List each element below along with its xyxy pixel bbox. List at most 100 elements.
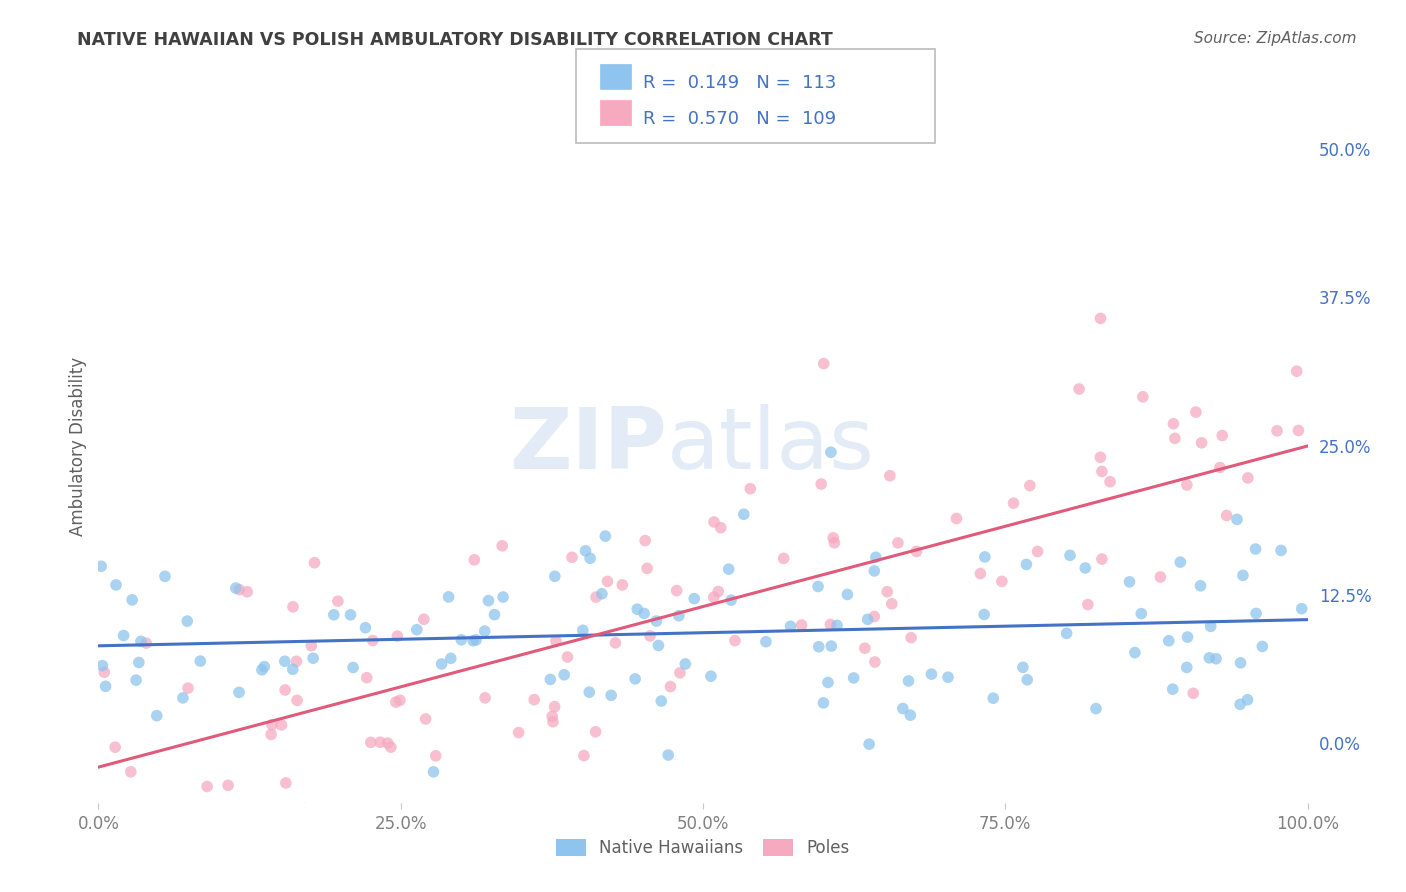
Point xyxy=(891,701,914,715)
Point xyxy=(463,553,485,567)
Text: NATIVE HAWAIIAN VS POLISH AMBULATORY DISABILITY CORRELATION CHART: NATIVE HAWAIIAN VS POLISH AMBULATORY DIS… xyxy=(77,31,834,49)
Point xyxy=(128,656,150,670)
Point xyxy=(585,724,607,739)
Point xyxy=(1236,692,1258,706)
Point xyxy=(250,663,273,677)
Point xyxy=(1090,450,1112,465)
Point xyxy=(1270,543,1292,558)
Point xyxy=(561,550,583,565)
Point xyxy=(633,607,655,621)
Point xyxy=(1285,364,1308,378)
Point xyxy=(477,593,499,607)
Point xyxy=(936,670,959,684)
Point xyxy=(544,569,567,583)
Point xyxy=(1237,471,1260,485)
Point xyxy=(177,681,200,695)
Point xyxy=(120,764,142,779)
Point xyxy=(285,654,308,668)
Point xyxy=(281,662,304,676)
Point xyxy=(134,880,156,892)
Point xyxy=(700,669,723,683)
Point xyxy=(820,617,842,632)
Point xyxy=(1018,478,1040,492)
Point xyxy=(121,592,143,607)
Point xyxy=(387,629,409,643)
Point xyxy=(104,740,127,755)
Point xyxy=(260,727,283,741)
Point xyxy=(772,551,794,566)
Point xyxy=(1229,656,1251,670)
Point xyxy=(779,619,801,633)
Point xyxy=(1017,673,1039,687)
Point xyxy=(710,521,733,535)
Point xyxy=(624,672,647,686)
Point xyxy=(492,590,515,604)
Point xyxy=(578,685,600,699)
Point xyxy=(1215,508,1237,523)
Point xyxy=(668,608,690,623)
Point xyxy=(253,659,276,673)
Point xyxy=(703,590,725,604)
Point xyxy=(790,618,813,632)
Point xyxy=(557,650,579,665)
Point xyxy=(858,737,880,751)
Point xyxy=(360,735,382,749)
Point xyxy=(1175,660,1198,674)
Point xyxy=(1209,460,1232,475)
Point xyxy=(388,693,411,707)
Point xyxy=(1177,630,1199,644)
Point xyxy=(225,581,247,595)
Point xyxy=(634,533,657,548)
Point xyxy=(853,641,876,656)
Point xyxy=(1182,686,1205,700)
Point xyxy=(724,633,747,648)
Point xyxy=(863,609,886,624)
Point xyxy=(669,665,692,680)
Point xyxy=(228,582,250,597)
Point xyxy=(1067,382,1090,396)
Point xyxy=(523,692,546,706)
Y-axis label: Ambulatory Disability: Ambulatory Disability xyxy=(69,357,87,535)
Point xyxy=(188,654,211,668)
Point xyxy=(437,590,460,604)
Point xyxy=(342,660,364,674)
Point xyxy=(1012,660,1035,674)
Point xyxy=(1229,698,1251,712)
Point xyxy=(270,718,292,732)
Point xyxy=(1161,682,1184,697)
Point xyxy=(703,515,725,529)
Point xyxy=(474,624,496,638)
Point xyxy=(1189,579,1212,593)
Point xyxy=(638,629,661,643)
Point xyxy=(1149,570,1171,584)
Point xyxy=(274,654,297,668)
Point xyxy=(626,602,648,616)
Point xyxy=(898,708,921,723)
Point xyxy=(430,657,453,671)
Point xyxy=(90,559,112,574)
Point xyxy=(538,673,561,687)
Point xyxy=(94,679,117,693)
Point xyxy=(876,584,898,599)
Point xyxy=(1091,552,1114,566)
Point xyxy=(356,671,378,685)
Point xyxy=(683,591,706,606)
Point xyxy=(856,612,879,626)
Point xyxy=(125,673,148,687)
Point xyxy=(973,549,995,564)
Point xyxy=(1251,640,1274,654)
Point xyxy=(368,735,391,749)
Point xyxy=(1090,311,1112,326)
Point xyxy=(1132,390,1154,404)
Point xyxy=(415,712,437,726)
Point xyxy=(112,628,135,642)
Point xyxy=(1175,478,1198,492)
Point xyxy=(217,778,239,792)
Point xyxy=(508,725,530,739)
Point xyxy=(981,691,1004,706)
Point xyxy=(322,607,344,622)
Legend: Native Hawaiians, Poles: Native Hawaiians, Poles xyxy=(548,831,858,866)
Point xyxy=(887,536,910,550)
Point xyxy=(1226,512,1249,526)
Point xyxy=(807,579,830,593)
